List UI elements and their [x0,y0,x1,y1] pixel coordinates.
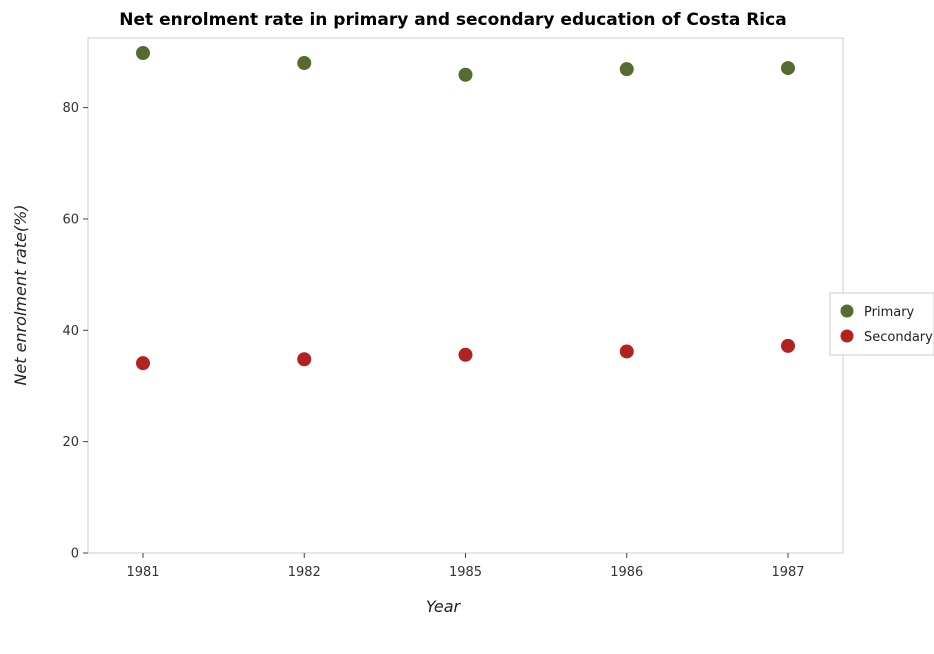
point-secondary [458,347,473,362]
x-tick-label: 1982 [288,565,321,580]
x-tick-label: 1986 [610,565,643,580]
point-primary [619,62,634,77]
y-tick-label: 40 [62,324,79,339]
y-axis-label: Net enrolment rate(%) [11,204,30,385]
point-primary [458,67,473,82]
point-secondary [781,338,795,353]
legend-marker-secondary [840,329,854,343]
x-tick-label: 1987 [771,565,804,580]
legend-label-secondary: Secondary [864,330,933,345]
point-secondary [619,344,634,359]
legend-label-primary: Primary [864,305,915,320]
y-axis-ticks: 0 20 40 60 80 [62,101,88,562]
point-secondary [136,356,150,371]
y-tick-label: 0 [71,547,79,562]
x-axis-ticks: 1981 1982 1985 1986 1987 [126,553,805,580]
point-secondary [297,352,312,367]
plot-area [87,37,844,554]
legend-marker-primary [840,304,854,318]
legend: Primary Secondary [829,292,934,356]
x-tick-label: 1981 [126,565,159,580]
legend-box [829,292,934,356]
x-axis-label: Year [426,597,462,616]
point-primary [136,46,150,61]
y-tick-label: 80 [62,101,79,116]
y-tick-label: 20 [62,435,79,450]
point-primary [297,56,312,71]
y-tick-label: 60 [62,212,79,227]
chart-title: Net enrolment rate in primary and second… [119,10,786,30]
point-primary [781,61,795,76]
data-points [136,46,795,371]
x-tick-label: 1985 [449,565,482,580]
